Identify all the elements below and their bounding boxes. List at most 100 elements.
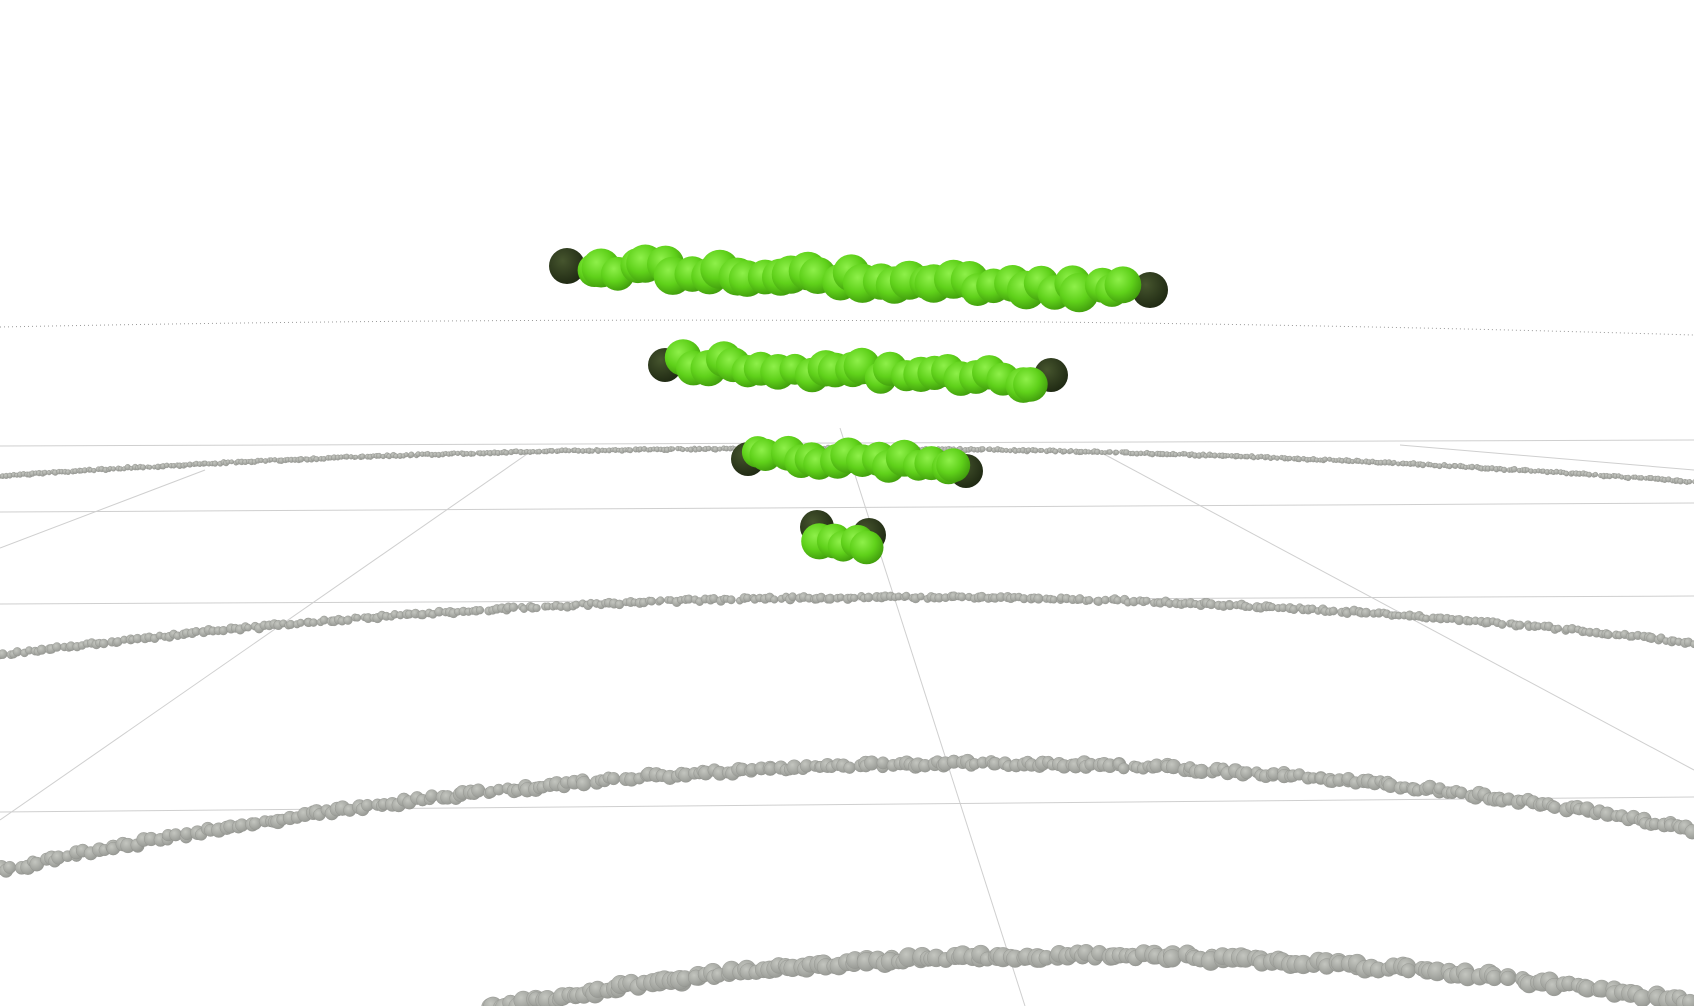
grid-line [1099, 451, 1694, 771]
ring-point [147, 464, 153, 470]
ring-point [1497, 620, 1507, 629]
ring-point [532, 604, 541, 613]
ring-point [572, 600, 581, 609]
ring-point [1052, 448, 1059, 455]
ring-point [1274, 455, 1280, 461]
ring-point [576, 776, 592, 792]
row-point [1013, 367, 1048, 402]
grid-line [0, 451, 531, 821]
point-row-3 [731, 435, 983, 488]
ring-point [589, 448, 595, 454]
ring-point [1563, 470, 1570, 477]
ring-point [1586, 471, 1593, 478]
ring-point [670, 446, 676, 452]
ring-point [1117, 762, 1130, 775]
ring-point [1682, 993, 1694, 1006]
ring-point [1511, 466, 1518, 473]
ground-rings [0, 444, 1694, 1006]
grid-line [0, 796, 1694, 813]
ring-point [359, 453, 366, 460]
row-point [1104, 266, 1142, 304]
ring-point [647, 596, 656, 606]
ring-point [3, 861, 17, 874]
ring-point [99, 638, 109, 649]
ring-point [1446, 463, 1453, 470]
ring-point [212, 460, 219, 467]
ring-point [1032, 447, 1039, 454]
ring-point [1085, 596, 1094, 605]
ring-point [1329, 606, 1338, 616]
ring-point [244, 623, 252, 632]
ring-point [91, 468, 97, 474]
ring-point [1142, 596, 1151, 605]
ring-point [1515, 620, 1525, 630]
ring-point [508, 602, 519, 612]
ring-point [656, 596, 665, 605]
ring-point [1061, 448, 1068, 455]
ring-3 [0, 753, 1694, 878]
ring-point [140, 464, 147, 471]
ring-point [1603, 630, 1613, 640]
ground-grid [0, 427, 1694, 1006]
ring-point [1501, 466, 1508, 474]
ring-point [726, 595, 736, 605]
ring-point [52, 642, 62, 652]
ring-point [1592, 471, 1599, 478]
ring-point [1391, 459, 1397, 466]
ring-point [1033, 593, 1044, 604]
ring-point [1625, 474, 1632, 482]
ring-point [1287, 455, 1293, 462]
ring-point [65, 469, 71, 475]
row-endpoint [1132, 272, 1168, 308]
ring-point [408, 451, 415, 458]
ring-point [1113, 449, 1120, 456]
ring-point [627, 447, 634, 454]
horizon-line [0, 319, 1694, 336]
ring-point [536, 448, 543, 455]
ring-point [1554, 624, 1562, 633]
ring-point [566, 448, 572, 454]
row-endpoint [549, 248, 585, 284]
ring-point [788, 592, 797, 602]
ring-point [680, 446, 686, 453]
ring-point [12, 647, 22, 657]
grid-line [0, 502, 1694, 513]
ring-point [110, 466, 117, 472]
ring-point [1322, 456, 1328, 463]
ring-point [1245, 603, 1254, 612]
ring-point [1107, 449, 1113, 455]
ring-point [0, 649, 8, 659]
ring-point [1400, 963, 1416, 979]
ring-point [607, 772, 621, 786]
ring-point [1690, 640, 1694, 649]
ring-point [917, 592, 925, 601]
row-point [849, 530, 884, 565]
grid-line [1399, 444, 1694, 471]
ring-point [706, 445, 712, 452]
ring-point [309, 618, 318, 627]
ring-point [843, 761, 856, 774]
ring-point [353, 454, 359, 460]
ring-point [229, 459, 235, 465]
point-row-1 [549, 244, 1168, 313]
ring-point [1452, 463, 1459, 469]
ring-point [1419, 461, 1427, 469]
ring-point [1468, 463, 1476, 471]
grid-line [0, 469, 206, 549]
row-point [936, 448, 971, 483]
ring-point [353, 614, 362, 622]
ring-point [296, 618, 305, 627]
ring-point [957, 592, 967, 602]
ring-point [1684, 824, 1694, 840]
point-row-4 [800, 510, 886, 565]
ring-2 [0, 591, 1694, 660]
grid-line [839, 427, 1026, 1006]
ring-4 [481, 944, 1694, 1006]
ring-point [1039, 447, 1045, 453]
ring-point [1638, 475, 1645, 481]
ring-point [1548, 801, 1562, 814]
ring-point [475, 606, 485, 615]
ring-point [979, 446, 986, 452]
